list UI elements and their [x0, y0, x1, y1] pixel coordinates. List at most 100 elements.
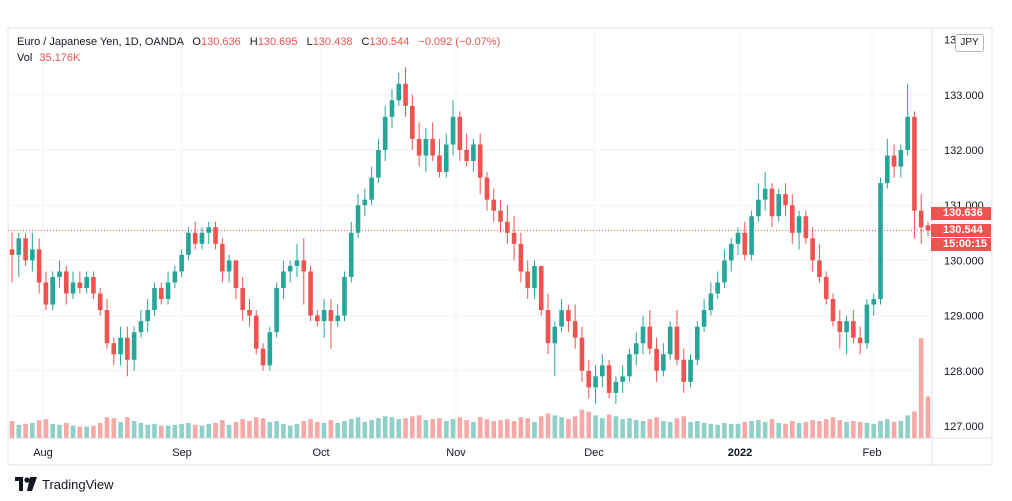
volume-bar — [138, 422, 144, 438]
tradingview-logo[interactable]: TradingView — [15, 475, 114, 493]
candle-body — [762, 188, 768, 200]
x-tick-label: Nov — [446, 447, 466, 459]
volume-bar — [450, 419, 456, 438]
candle-body — [715, 282, 720, 294]
chart-legend: Euro / Japanese Yen, 1D, OANDA O130.636 … — [17, 34, 500, 66]
close-price-tag: 130.544 — [931, 224, 991, 237]
volume-bar — [586, 411, 592, 438]
volume-bar — [891, 421, 897, 438]
brand-name: TradingView — [42, 476, 114, 492]
candle-body — [220, 243, 225, 272]
volume-bar — [382, 416, 388, 438]
volume-bar — [491, 421, 497, 438]
bar-countdown: 15:00:15 — [931, 238, 991, 251]
y-tick-label: 132.000 — [944, 145, 984, 157]
volume-bar — [749, 421, 754, 438]
volume-bar — [674, 418, 680, 438]
candle-body — [600, 365, 605, 377]
volume-bar — [538, 416, 544, 438]
volume-bar — [688, 421, 693, 438]
candle-body — [471, 144, 476, 162]
candle-body — [776, 194, 782, 217]
volume-bar — [905, 415, 910, 438]
candle-body — [817, 260, 822, 277]
volume-bar — [260, 418, 266, 438]
volume-bar — [342, 421, 347, 438]
volume-bar — [817, 421, 822, 438]
volume-bar — [111, 418, 117, 438]
candle-body — [416, 138, 422, 156]
tradingview-logo-icon — [15, 477, 37, 491]
volume-bar — [23, 423, 28, 438]
volume-bar — [708, 423, 714, 438]
volume-bar — [308, 419, 313, 438]
volume-bar — [226, 424, 232, 438]
candle-body — [111, 343, 117, 355]
volume-bar — [566, 419, 571, 438]
candle-body — [30, 249, 35, 261]
volume-value: 35.176K — [39, 52, 81, 64]
volume-bar — [104, 417, 110, 438]
candle-body — [437, 155, 442, 173]
volume-bar — [97, 422, 103, 438]
volume-bar — [335, 422, 340, 438]
volume-bar — [762, 421, 768, 438]
volume-bar — [348, 419, 354, 438]
volume-bar — [776, 422, 782, 438]
candle-body — [593, 376, 598, 388]
candle-body — [321, 310, 327, 322]
candle-body — [688, 359, 693, 382]
candle-body — [389, 100, 395, 117]
open-label: O — [192, 36, 201, 48]
y-tick-label: 128.000 — [944, 366, 984, 378]
candle-body — [206, 227, 212, 233]
candle-body — [674, 326, 680, 360]
candle-body — [457, 116, 463, 150]
candle-body — [186, 232, 191, 255]
volume-bar — [294, 423, 300, 438]
candle-body — [769, 188, 775, 217]
candle-body — [613, 381, 619, 393]
x-tick-label: 2022 — [728, 447, 752, 459]
volume-bar — [627, 418, 632, 438]
volume-bar — [837, 420, 843, 438]
candle-body — [518, 243, 524, 272]
candle-body — [728, 243, 734, 261]
y-tick-label: 133.000 — [944, 90, 984, 102]
volume-bar — [789, 421, 795, 438]
candle-body — [579, 337, 585, 371]
candle-body — [884, 155, 890, 184]
volume-bar — [505, 419, 510, 438]
candle-body — [525, 271, 530, 288]
candle-body — [830, 299, 836, 322]
candle-body — [36, 249, 42, 283]
candle-body — [376, 150, 381, 178]
candle-body — [233, 260, 239, 288]
volume-bar — [681, 416, 687, 438]
candle-body — [91, 276, 96, 294]
symbol-title[interactable]: Euro / Japanese Yen, 1D, OANDA — [17, 36, 184, 48]
candle-body — [796, 216, 802, 233]
volume-bar — [871, 423, 877, 438]
volume-bar — [220, 420, 225, 438]
volume-bar — [281, 423, 286, 438]
candle-body — [152, 288, 157, 311]
volume-bar — [918, 338, 924, 438]
candle-body — [925, 225, 931, 231]
volume-bar — [606, 414, 612, 438]
candle-body — [735, 232, 741, 244]
y-tick-label: 127.000 — [944, 421, 984, 433]
candle-body — [667, 326, 673, 355]
candle-body — [213, 227, 218, 244]
volume-bar — [376, 418, 381, 438]
volume-bar — [823, 419, 829, 438]
candle-body — [274, 288, 279, 333]
candle-body — [145, 310, 151, 322]
candle-body — [477, 144, 483, 178]
candle-body — [823, 276, 829, 300]
currency-button[interactable]: JPY — [955, 34, 984, 52]
volume-bar — [572, 416, 578, 438]
volume-bar — [9, 421, 15, 438]
candle-body — [484, 177, 490, 200]
